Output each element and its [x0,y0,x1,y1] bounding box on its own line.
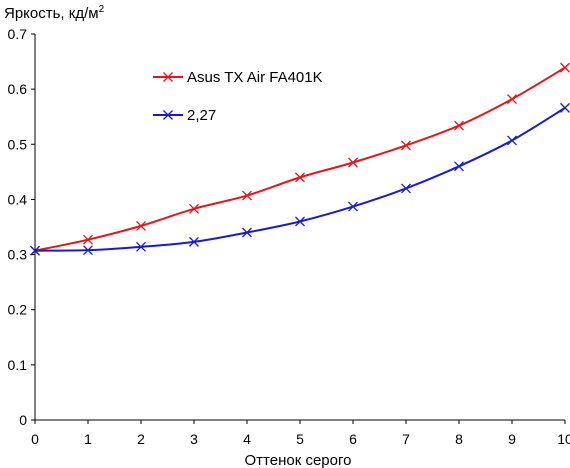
y-tick-label: 0.3 [8,247,28,263]
series-group [30,62,570,256]
y-tick-label: 0 [19,412,27,428]
series-point [454,161,464,172]
series-point [560,102,570,113]
series-point [401,183,411,194]
series-point [189,203,199,214]
legend-swatch-marker [163,110,173,120]
legend: Asus TX Air FA401K 2,27 [153,69,323,124]
axes [34,34,565,421]
y-tick-label: 0.2 [8,302,28,318]
series-point [136,241,146,252]
x-ticks: 0 1 2 3 4 5 6 7 8 9 10 [31,420,570,447]
y-axis-title-text: Яркость, кд/м [4,5,99,22]
series-point [83,234,93,245]
y-tick-label: 0.6 [8,81,28,97]
series-point [136,220,146,231]
x-tick-label: 4 [243,431,251,447]
series-point [401,140,411,151]
series-point [189,236,199,247]
series-point [242,190,252,201]
series-line [34,107,566,252]
y-tick-label: 0.1 [8,357,28,373]
y-ticks: 0 0.1 0.2 0.3 0.4 0.5 0.6 0.7 [8,26,35,428]
y-tick-label: 0.5 [8,136,28,152]
series-1 [30,62,570,256]
series-point [507,135,517,146]
series-point [560,62,570,73]
legend-label: 2,27 [187,107,216,124]
series-point [454,120,464,131]
series-line [34,66,566,252]
series-point [348,157,358,168]
y-axis-title-superscript: 2 [99,4,105,15]
y-axis-title: Яркость, кд/м2 [4,4,105,22]
series-point [507,94,517,105]
y-tick-label: 0.7 [8,26,28,42]
x-tick-label: 8 [455,431,463,447]
x-tick-label: 0 [31,431,39,447]
x-tick-label: 2 [137,431,145,447]
series-point [295,216,305,227]
y-tick-label: 0.4 [8,191,28,207]
x-tick-label: 10 [557,431,570,447]
series-point [83,245,93,256]
x-axis-title: Оттенок серого [245,452,352,468]
series-point [30,245,40,256]
legend-item: 2,27 [153,107,216,124]
x-tick-label: 9 [508,431,516,447]
x-tick-label: 6 [349,431,357,447]
x-tick-label: 5 [296,431,304,447]
series-point [242,227,252,238]
series-point [295,172,305,183]
legend-item: Asus TX Air FA401K [153,69,323,86]
legend-swatch-marker [163,72,173,82]
legend-label: Asus TX Air FA401K [187,69,323,86]
x-tick-label: 3 [190,431,198,447]
x-tick-label: 7 [402,431,410,447]
series-2 [30,102,570,256]
x-tick-label: 1 [84,431,92,447]
series-point [348,201,358,212]
